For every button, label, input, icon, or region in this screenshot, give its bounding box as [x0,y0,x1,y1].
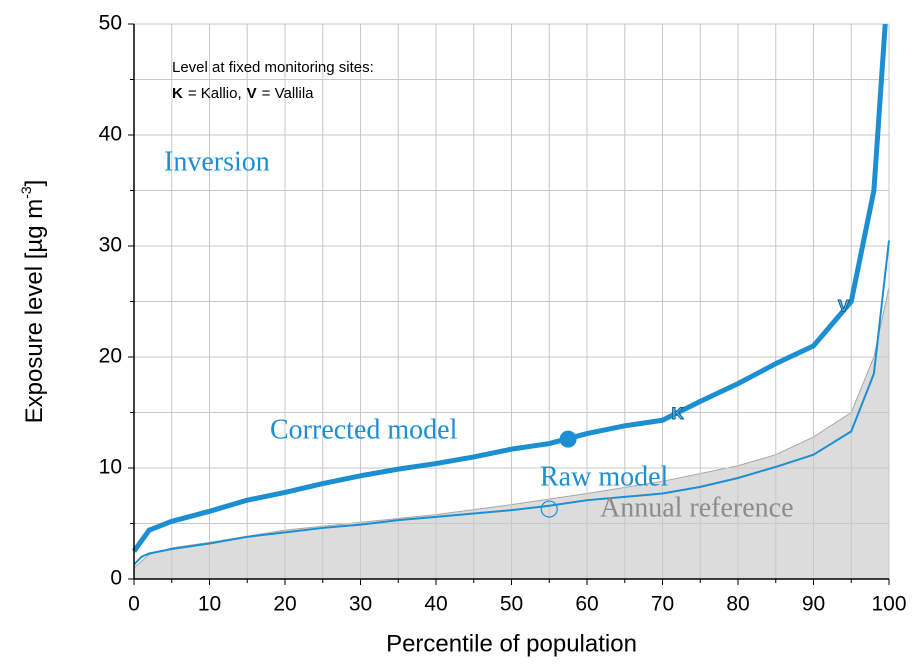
note-title: Level at fixed monitoring sites: [172,59,374,76]
x-tick-label: 100 [871,593,906,616]
x-tick-label: 10 [198,593,221,616]
y-tick-label: 40 [99,123,122,146]
y-axis-label-main: Exposure level [µg m [21,199,48,424]
y-tick-label: 30 [99,234,122,257]
x-tick-label: 0 [128,593,140,616]
y-tick-label: 0 [110,567,122,590]
y-axis-label-end: ] [21,180,48,187]
x-tick-label: 30 [349,593,372,616]
site-marker: V [838,297,850,316]
x-tick-label: 40 [424,593,447,616]
annotation: Corrected model [270,414,458,445]
annotation: Annual reference [600,492,794,523]
note-symbol: K [172,85,183,102]
note-label: = Kallio, [188,85,242,102]
annotation: Raw model [540,461,669,492]
x-tick-label: 20 [273,593,296,616]
note-items: K = Kallio, V = Vallila [172,85,314,102]
y-tick-label: 50 [99,12,122,35]
x-tick-label: 70 [651,593,674,616]
point [540,500,558,518]
y-tick-label: 20 [99,345,122,368]
site-marker: K [671,404,684,423]
line [131,23,888,553]
y-axis-label-sup: -3 [18,186,34,199]
x-axis-label: Percentile of population [386,630,637,657]
y-tick-label: 10 [99,456,122,479]
note-label: = Vallila [262,85,314,102]
line [133,240,890,566]
x-tick-label: 90 [802,593,825,616]
note-symbol: V [247,85,257,102]
x-tick-label: 50 [500,593,523,616]
annotation: Inversion [164,146,270,177]
point [559,430,577,448]
y-axis-label: Exposure level [µg m-3] [18,180,49,424]
x-tick-label: 60 [575,593,598,616]
x-tick-label: 80 [726,593,749,616]
